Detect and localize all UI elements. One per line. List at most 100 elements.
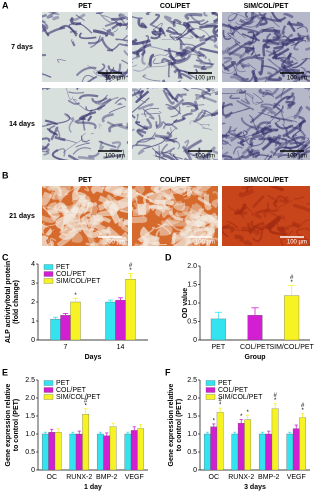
texture: [239, 138, 245, 147]
texture: [115, 38, 128, 42]
legend-label: SIM/COL/PET: [218, 394, 263, 401]
texture: [171, 186, 187, 192]
texture: [285, 100, 296, 107]
texture: [59, 24, 78, 37]
significance-mark: *: [274, 398, 277, 404]
texture: [132, 216, 148, 224]
texture: [222, 88, 243, 94]
texture: [72, 186, 81, 191]
texture: [292, 134, 300, 148]
texture: [194, 240, 201, 246]
texture: [142, 73, 147, 78]
texture: [68, 120, 74, 133]
texture: [119, 217, 128, 226]
error-bar: [288, 431, 292, 434]
texture: [59, 223, 83, 237]
texture: [252, 53, 264, 60]
texture: [94, 94, 109, 105]
texture: [167, 26, 179, 34]
texture: [81, 74, 95, 82]
texture: [260, 103, 281, 111]
bar: [115, 299, 126, 341]
texture: [205, 20, 218, 27]
texture: [132, 15, 143, 19]
texture: [252, 92, 263, 103]
texture: [135, 113, 139, 124]
texture: [272, 55, 286, 60]
texture: [184, 215, 208, 231]
texture: [42, 137, 51, 142]
texture: [77, 211, 83, 225]
legend-swatch: [43, 394, 54, 400]
texture: [162, 123, 178, 130]
texture: [299, 218, 310, 227]
texture: [300, 70, 310, 73]
texture: [195, 59, 215, 66]
texture: [55, 213, 78, 230]
micrograph: [132, 12, 218, 82]
texture: [107, 65, 128, 75]
texture: [132, 144, 151, 149]
column-header: SIM/COL/PET: [244, 177, 289, 184]
texture: [153, 186, 179, 193]
texture: [132, 38, 151, 46]
texture: [300, 66, 310, 74]
texture: [297, 139, 310, 152]
texture: [171, 229, 197, 244]
x-axis-label: Group: [245, 354, 266, 361]
texture: [226, 220, 239, 230]
texture: [182, 187, 195, 197]
texture: [171, 54, 192, 65]
texture: [222, 122, 226, 125]
texture: [192, 147, 200, 157]
texture: [169, 33, 176, 41]
texture: [67, 99, 81, 105]
micrograph: [132, 88, 218, 160]
texture: [87, 115, 93, 122]
significance-mark: *: [240, 414, 243, 420]
texture: [293, 195, 305, 200]
texture: [272, 28, 282, 39]
texture: [86, 232, 100, 246]
texture: [184, 139, 203, 155]
texture: [162, 153, 176, 160]
texture: [112, 67, 128, 78]
texture: [223, 56, 233, 65]
texture: [167, 64, 171, 78]
y-tick-label: 4: [31, 261, 35, 268]
texture: [155, 121, 164, 130]
texture: [291, 57, 308, 69]
texture: [114, 97, 127, 105]
x-tick-label: COL/PET: [240, 344, 271, 351]
texture: [265, 215, 282, 230]
error-bar: [267, 430, 271, 434]
column-header: COL/PET: [160, 3, 191, 10]
texture: [287, 52, 294, 64]
texture: [292, 144, 308, 157]
y-axis-label: OD value: [182, 288, 189, 318]
texture: [283, 12, 294, 19]
significance-mark: *: [219, 403, 222, 409]
texture: [137, 203, 147, 216]
texture: [239, 27, 260, 36]
texture: [169, 210, 184, 222]
significance-mark: #: [129, 263, 133, 269]
error-bar: [233, 431, 237, 434]
texture: [99, 229, 112, 241]
texture: [42, 191, 53, 206]
texture: [239, 12, 254, 25]
texture: [86, 75, 98, 82]
texture: [232, 146, 243, 155]
y-tick-label: 2.0: [187, 395, 197, 402]
texture: [115, 21, 128, 27]
texture: [222, 145, 223, 150]
texture: [46, 128, 59, 137]
texture: [172, 18, 182, 27]
texture: [132, 97, 150, 114]
bar: [130, 430, 138, 471]
texture: [222, 134, 230, 139]
x-tick-label: RUNX-2: [66, 474, 92, 481]
texture: [211, 237, 218, 241]
scale-bar-label: 100 µm: [105, 76, 125, 82]
texture: [168, 186, 184, 196]
